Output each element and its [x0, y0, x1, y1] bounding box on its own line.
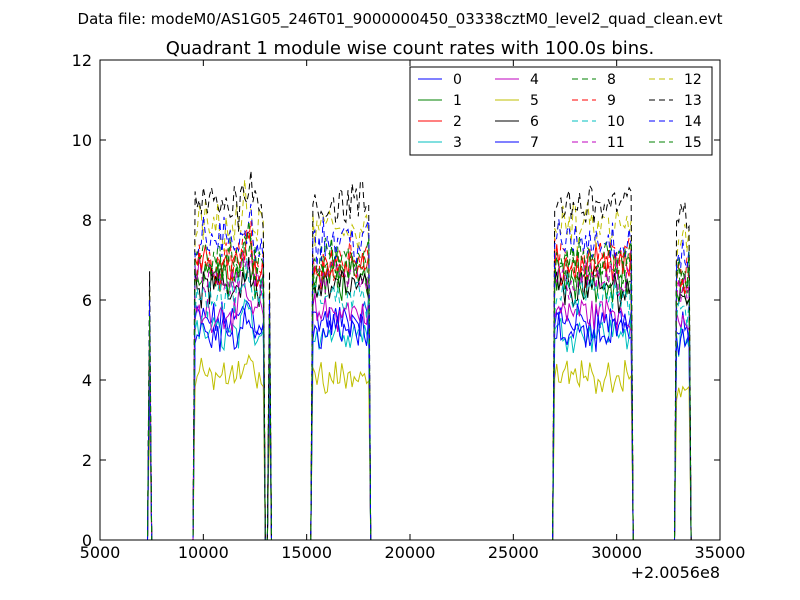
legend-label-0: 0 — [453, 72, 462, 88]
series-line-12 — [141, 179, 700, 541]
legend-label-3: 3 — [453, 135, 462, 151]
x-tick-label: 35000 — [695, 543, 746, 562]
y-tick-label: 10 — [72, 131, 92, 150]
x-tick-label: 25000 — [488, 543, 539, 562]
y-tick-label: 12 — [72, 51, 92, 70]
legend-label-10: 10 — [607, 114, 625, 130]
legend-label-15: 15 — [684, 135, 702, 151]
y-tick-label: 8 — [82, 211, 92, 230]
legend-label-14: 14 — [684, 114, 702, 130]
series-line-14 — [141, 203, 700, 541]
chart-suptitle: Data file: modeM0/AS1G05_246T01_90000004… — [78, 10, 723, 29]
legend-label-12: 12 — [684, 72, 702, 88]
legend-label-8: 8 — [607, 72, 616, 88]
legend-label-1: 1 — [453, 93, 462, 109]
legend-box — [409, 66, 713, 156]
ticks-layer: 5000 10000 15000 20000 25000 30000 35000 0 2 4 6 8 1… — [72, 51, 746, 562]
legend-label-2: 2 — [453, 114, 462, 130]
y-tick-label: 6 — [82, 291, 92, 310]
x-tick-label: 5000 — [80, 543, 121, 562]
y-tick-label: 0 — [82, 531, 92, 550]
x-tick-label: 30000 — [591, 543, 642, 562]
x-tick-label: 20000 — [385, 543, 436, 562]
x-offset-label: +2.0056e8 — [631, 563, 720, 582]
legend-label-11: 11 — [607, 135, 625, 151]
x-tick-label: 15000 — [281, 543, 332, 562]
y-tick-label: 2 — [82, 451, 92, 470]
chart-title: Quadrant 1 module wise count rates with … — [166, 38, 655, 59]
series-line-11 — [141, 252, 700, 541]
legend-label-13: 13 — [684, 93, 702, 109]
series-line-9 — [141, 221, 700, 541]
legend-label-5: 5 — [530, 93, 539, 109]
y-tick-label: 4 — [82, 371, 92, 390]
legend-label-4: 4 — [530, 72, 539, 88]
legend-label-7: 7 — [530, 135, 539, 151]
legend-label-9: 9 — [607, 93, 616, 109]
x-tick-label: 10000 — [178, 543, 229, 562]
legend-label-6: 6 — [530, 114, 539, 130]
